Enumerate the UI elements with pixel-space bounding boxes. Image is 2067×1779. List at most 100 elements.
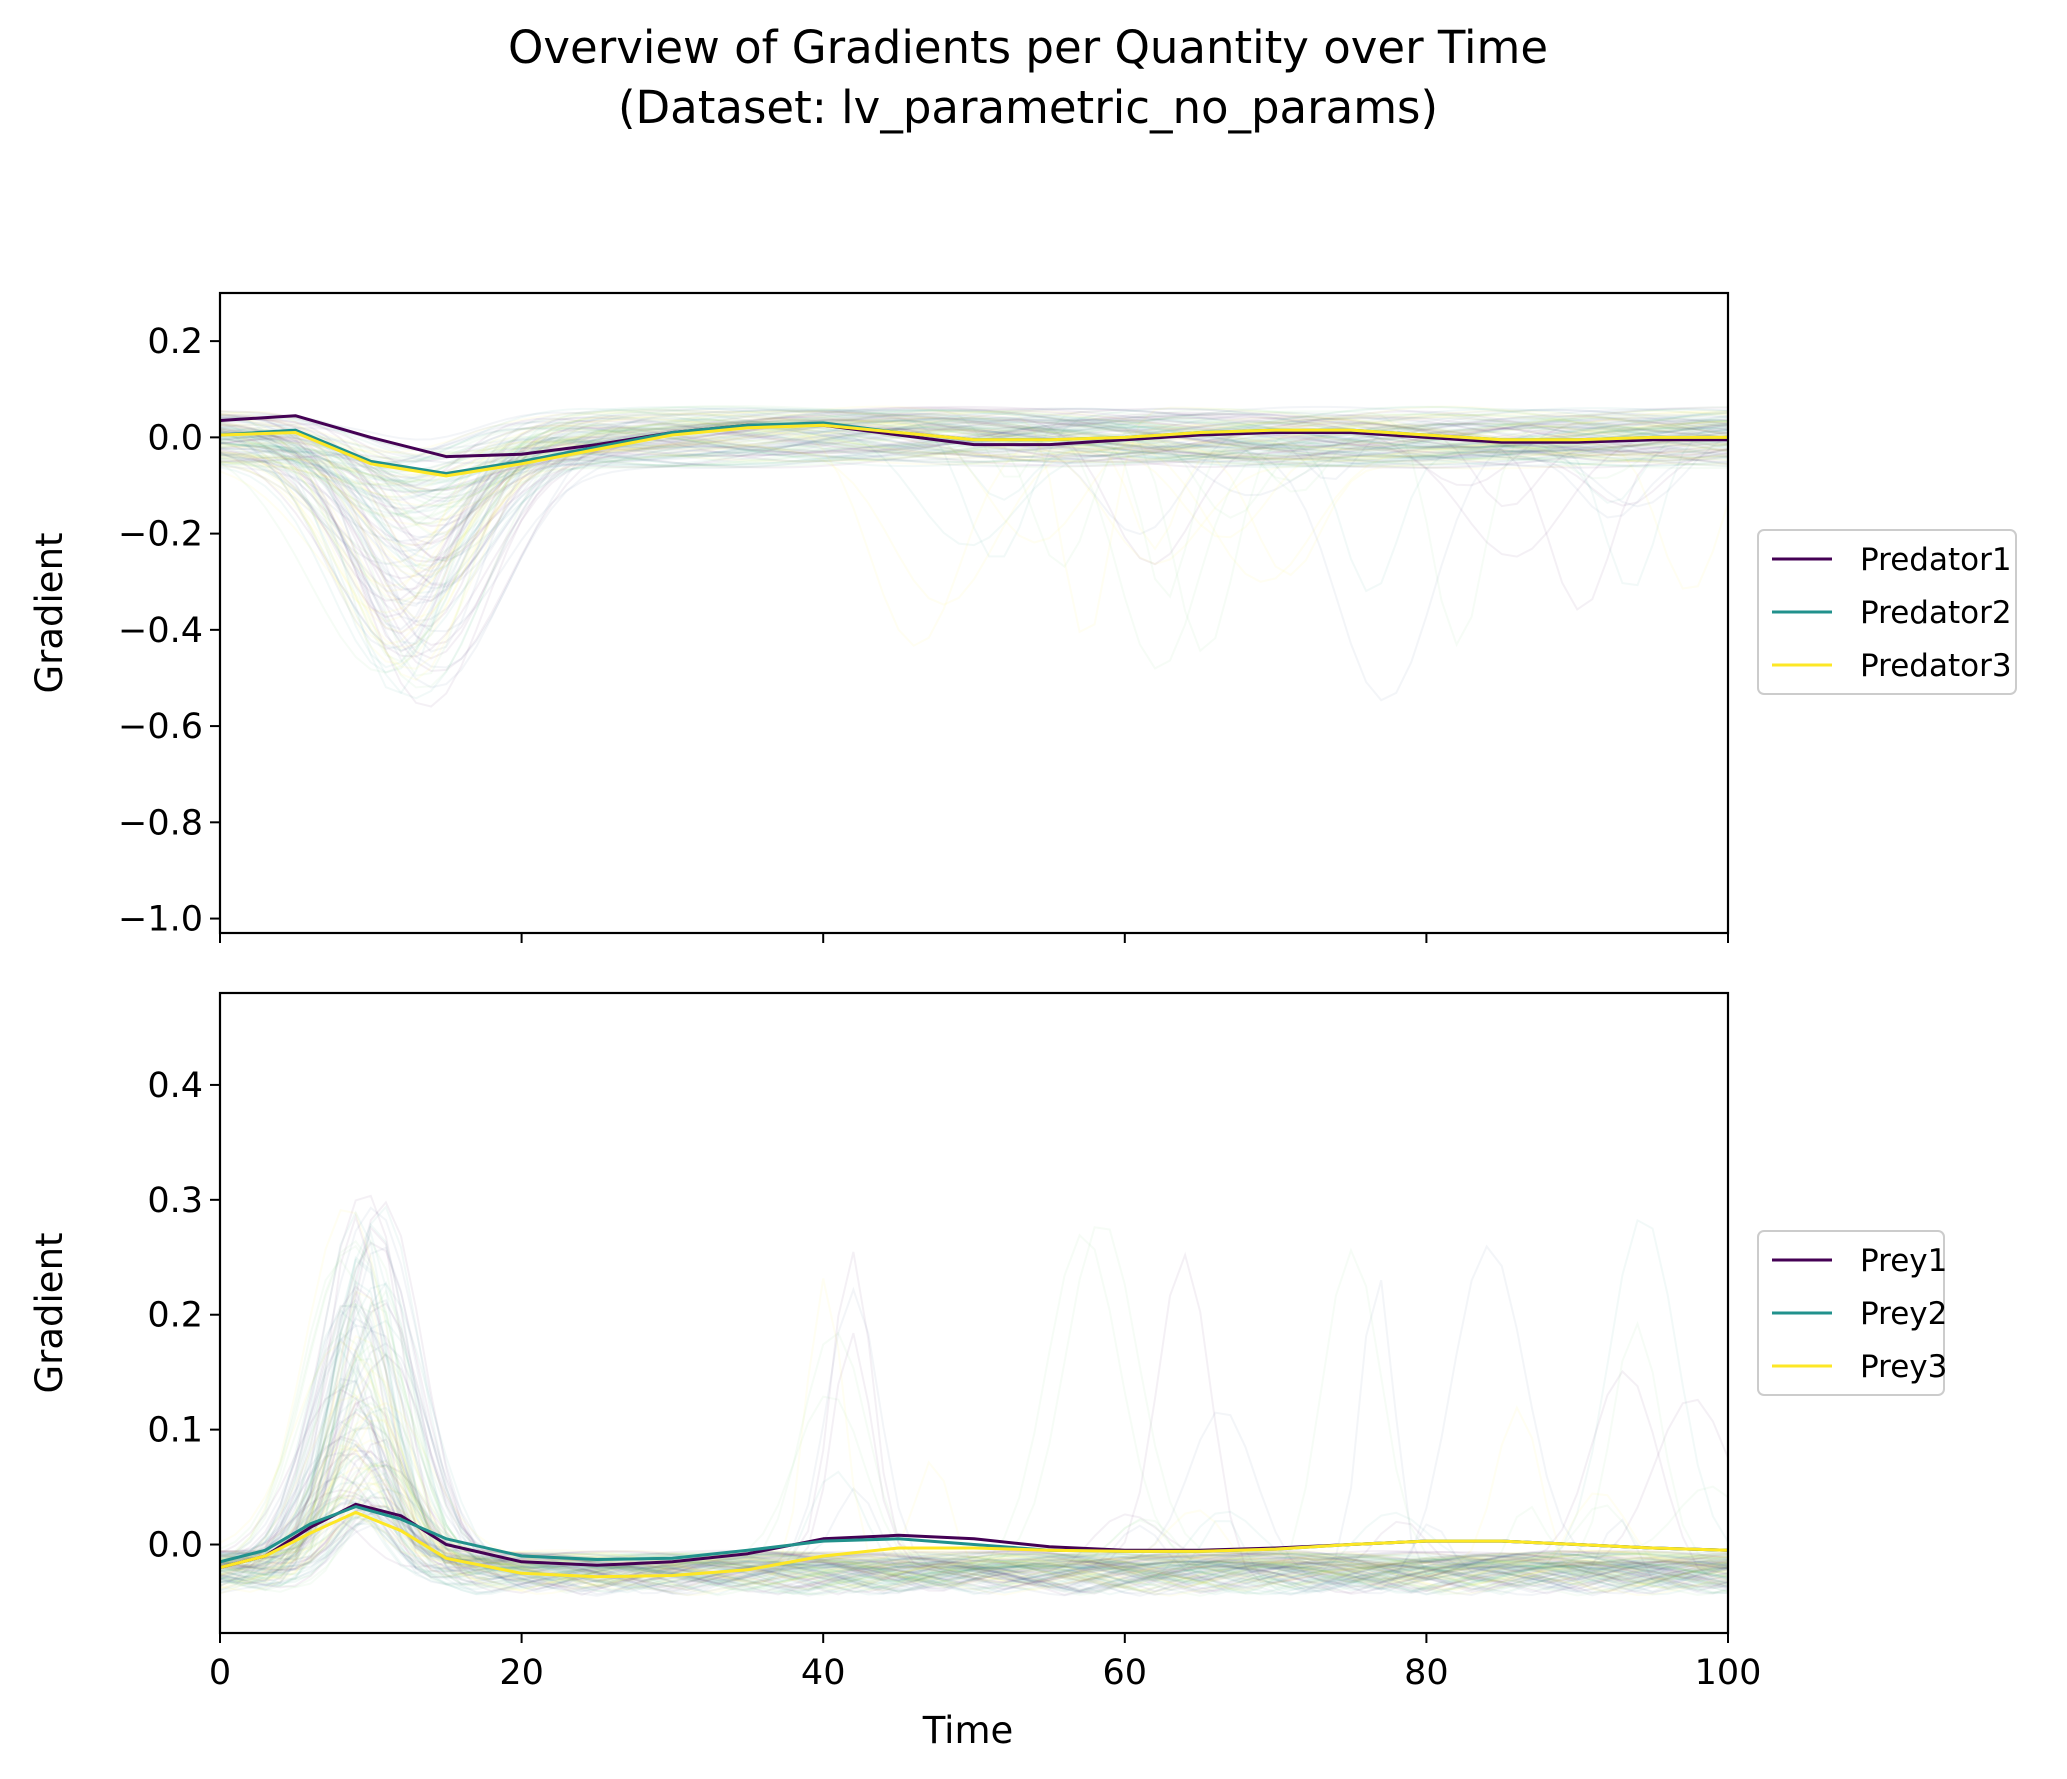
ensemble-line [220, 1320, 1728, 1592]
ensemble-line [220, 423, 1728, 526]
ensemble-line [220, 414, 1728, 558]
y-tick-label: −1.0 [118, 900, 203, 940]
ensemble-line [220, 1426, 1728, 1586]
ensemble-line [220, 1379, 1728, 1583]
ensemble-line [220, 413, 1728, 646]
ensemble-line [220, 413, 1728, 516]
ensemble-line [220, 1509, 1728, 1596]
ensemble-line [220, 1497, 1728, 1597]
ensemble-line [220, 424, 1728, 674]
ensemble-line [220, 1459, 1728, 1585]
ensemble-line [220, 408, 1728, 516]
ensemble-line [220, 1302, 1728, 1589]
ensemble-line [220, 410, 1728, 670]
legend: Predator1 Predator2 Predator3 [1757, 529, 2017, 695]
ensemble-line [220, 1246, 1728, 1583]
ensemble-line [220, 413, 1728, 580]
ensemble-line [220, 1397, 1728, 1591]
ensemble-line [220, 419, 1728, 605]
ensemble-line [220, 413, 1728, 458]
ensemble-line [220, 1303, 1728, 1584]
ensemble-line [220, 1348, 1728, 1597]
ensemble-line [220, 418, 1728, 599]
ensemble-line [220, 1401, 1728, 1584]
figure-subtitle: (Dataset: lv_parametric_no_params) [618, 81, 1438, 134]
ensemble-line [220, 406, 1728, 579]
ensemble-line [220, 1280, 1728, 1585]
ensemble-line [220, 1280, 1728, 1583]
ensemble-line [220, 1407, 1728, 1588]
ensemble-line [220, 1471, 1728, 1592]
ensemble-line [220, 1410, 1728, 1588]
ensemble-line [220, 405, 1728, 599]
ensemble-line [220, 428, 1728, 469]
ensemble-line [220, 1466, 1728, 1585]
ensemble-line [220, 1285, 1728, 1596]
ensemble-line [220, 1405, 1728, 1594]
ensemble-line [220, 422, 1728, 493]
ensemble-line [220, 413, 1728, 537]
ensemble-line [220, 1331, 1728, 1584]
ensemble-line [220, 1413, 1728, 1593]
legend-label: Predator2 [1860, 595, 2012, 631]
ensemble-line [220, 421, 1728, 463]
axes-frame [218, 991, 1730, 1635]
ensemble-line [220, 1419, 1728, 1596]
ensemble-line [220, 428, 1728, 577]
ensemble-line [220, 406, 1728, 634]
ensemble-line [220, 422, 1728, 563]
ensemble-line [220, 409, 1728, 702]
ensemble-line [220, 1443, 1728, 1588]
ensemble-line [220, 413, 1728, 500]
ensemble-line [220, 410, 1728, 563]
ensemble-line [220, 429, 1728, 519]
ensemble-line [220, 1301, 1728, 1592]
ensemble-line [220, 1487, 1728, 1582]
ensemble-line [220, 417, 1728, 543]
ensemble-line [220, 1395, 1728, 1591]
ensemble-line [220, 421, 1728, 492]
ensemble-line [220, 1516, 1728, 1597]
ensemble-line [220, 1289, 1728, 1584]
ensemble-line [220, 1239, 1728, 1584]
ensemble-line [220, 421, 1728, 663]
x-tick-label: 100 [1695, 1653, 1762, 1693]
ensemble-line [220, 425, 1728, 573]
ensemble-line [220, 424, 1728, 508]
ensemble-line [220, 1411, 1728, 1589]
ensemble-line [220, 1299, 1728, 1594]
ensemble-line [220, 419, 1728, 670]
ensemble-line [220, 1464, 1728, 1589]
ensemble-line [220, 422, 1728, 481]
ensemble-line [220, 1422, 1728, 1582]
ensemble-line [220, 423, 1728, 666]
figure-title: Overview of Gradients per Quantity over … [508, 21, 1548, 74]
ensemble-line [220, 1279, 1728, 1597]
ensemble-line [220, 1512, 1728, 1597]
ensemble-trajectories [220, 1194, 1728, 1597]
ensemble-line [220, 1475, 1728, 1582]
ensemble-line [220, 1452, 1728, 1592]
ensemble-line [220, 1194, 1728, 1583]
ensemble-line [220, 1461, 1728, 1592]
ensemble-line [220, 1394, 1728, 1586]
bottom-panel: 0.4 0.3 0.2 0.1 0.0 0 20 40 60 80 100 Gradient Prey1… [28, 991, 1947, 1693]
y-tick-label: −0.6 [118, 707, 203, 747]
ensemble-line [220, 1354, 1728, 1587]
ensemble-line [220, 421, 1728, 587]
ensemble-line [220, 1258, 1728, 1590]
ensemble-line [220, 1463, 1728, 1596]
ensemble-line [220, 419, 1728, 534]
ensemble-line [220, 1455, 1728, 1583]
ensemble-line [220, 1255, 1728, 1587]
ensemble-line [220, 416, 1728, 635]
ensemble-line [220, 417, 1728, 590]
ensemble-line [220, 422, 1728, 501]
legend-frame [1757, 529, 2017, 695]
ensemble-line [220, 1342, 1728, 1591]
legend-frame [1757, 1230, 1945, 1396]
ensemble-line [220, 1520, 1728, 1595]
ensemble-line [220, 1379, 1728, 1588]
ensemble-line [220, 407, 1728, 539]
